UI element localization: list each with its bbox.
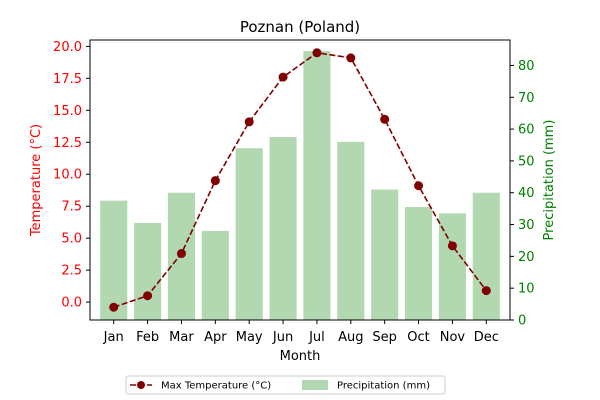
temperature-point-oct [414,181,424,191]
x-tick-label-jan: Jan [103,330,124,345]
line-series-group [109,48,491,312]
temperature-point-feb [143,291,153,301]
left-tick-label-5.0: 5.0 [61,232,82,247]
temperature-point-jan [109,302,119,312]
x-tick-label-jun: Jun [272,330,293,345]
left-tick-label-15.0: 15.0 [53,104,82,119]
legend: Max Temperature (°C) Precipitation (mm) [125,375,446,395]
left-tick-label-12.5: 12.5 [53,136,82,151]
left-tick-label-17.5: 17.5 [53,72,82,87]
temperature-point-aug [346,53,356,63]
right-tick-label-80: 80 [518,59,535,74]
x-tick-label-may: May [236,330,263,345]
temperature-point-mar [176,249,186,259]
x-tick-label-mar: Mar [169,330,194,345]
x-tick-label-aug: Aug [338,330,363,345]
right-tick-label-70: 70 [518,91,535,106]
legend-label-temperature: Max Temperature (°C) [161,381,271,392]
left-tick-label-10.0: 10.0 [53,168,82,183]
temperature-point-sep [380,114,390,124]
temperature-line [113,51,487,308]
x-tick-label-dec: Dec [474,330,499,345]
x-tick-label-jul: Jul [308,330,325,345]
precip-bar-may [235,148,263,320]
left-tick-label-7.5: 7.5 [61,200,82,215]
temperature-point-jul [312,48,322,58]
precip-bar-feb [134,222,162,320]
precip-bar-jan [100,200,128,320]
left-tick-label-2.5: 2.5 [61,264,82,279]
legend-label-precipitation: Precipitation (mm) [337,381,430,392]
precip-bar-dec [472,192,500,320]
precip-bar-apr [201,230,229,320]
left-axis-title: Temperature (°C) [29,124,44,237]
x-tick-label-nov: Nov [440,330,466,345]
plot-frame [89,39,511,321]
right-tick-label-60: 60 [518,123,535,138]
precip-bar-jul [303,51,331,321]
x-axis-title: Month [280,349,321,364]
temperature-point-jun [278,72,288,82]
right-tick-label-20: 20 [518,250,535,265]
temperature-point-dec [481,286,491,296]
precip-bar-jun [269,137,297,320]
right-tick-label-50: 50 [518,154,535,169]
bars-group [100,51,500,321]
right-tick-label-40: 40 [518,186,535,201]
legend-bar-swatch [302,380,328,390]
left-tick-label-0.0: 0.0 [61,296,82,311]
x-tick-label-feb: Feb [136,330,159,345]
right-axis-title: Precipitation (mm) [542,120,557,241]
right-tick-label-30: 30 [518,218,535,233]
x-tick-label-oct: Oct [407,330,429,345]
chart-title: Poznan (Poland) [240,18,360,36]
precip-bar-sep [371,189,399,320]
temperature-point-nov [447,241,457,251]
precip-bar-oct [405,207,433,320]
right-tick-label-10: 10 [518,282,535,297]
x-tick-label-apr: Apr [204,330,227,345]
precip-bar-aug [337,141,365,320]
right-tick-label-0: 0 [518,314,526,329]
legend-box [125,375,446,395]
legend-marker-swatch [137,381,145,389]
temperature-point-apr [210,176,220,186]
temperature-point-may [244,117,254,127]
left-tick-label-20.0: 20.0 [53,40,82,55]
x-tick-label-sep: Sep [372,330,397,345]
axes-group: Jan Feb Mar Apr May Jun Jul Aug Sep Oct Nov Dec 0.0 2… [53,39,535,345]
